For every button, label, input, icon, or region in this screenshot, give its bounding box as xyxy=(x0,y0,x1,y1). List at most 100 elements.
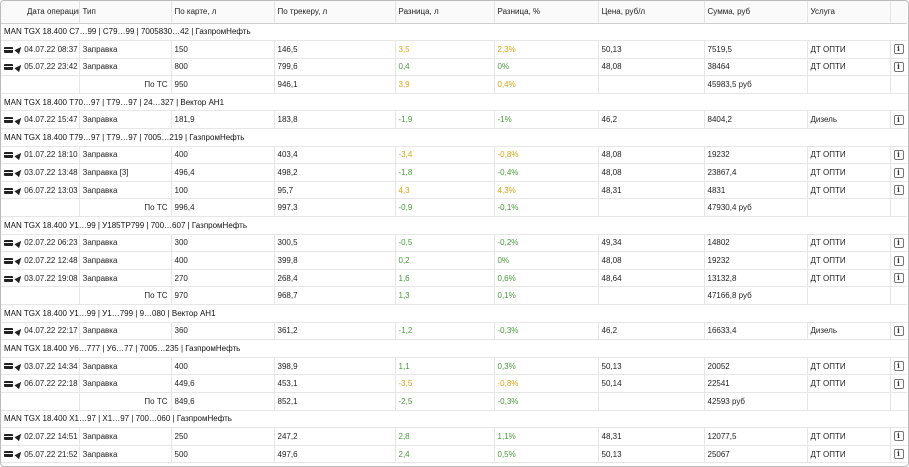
vehicle-group-row[interactable]: MAN TGX 18.400 У1…99 | У185ТР799 | 700…6… xyxy=(1,216,907,235)
card-liters: 300 xyxy=(170,234,274,253)
info-icon[interactable]: i xyxy=(893,237,904,248)
column-header-card-liters[interactable]: По карте, л xyxy=(170,1,274,24)
info-cell: i xyxy=(889,163,907,182)
operation-row[interactable]: 05.07.22 23:42 Заправка 800 799,6 0,4 0% 48,08… xyxy=(1,58,907,77)
navigation-arrow-icon[interactable] xyxy=(14,273,24,284)
info-icon[interactable]: i xyxy=(893,61,904,72)
operation-row[interactable]: 01.07.22 18:10 Заправка 400 403,4 -3,4 -0,8% 4… xyxy=(1,146,907,165)
diff-liters: 1,6 xyxy=(394,269,494,288)
diff-percent: -0,3% xyxy=(493,322,598,341)
total-diff-liters: 1,3 xyxy=(394,286,494,305)
diff-percent: 0% xyxy=(493,58,598,77)
navigation-arrow-icon[interactable] xyxy=(14,326,24,336)
navigation-arrow-icon[interactable] xyxy=(14,256,24,266)
card-liters: 400 xyxy=(170,146,274,165)
info-icon[interactable]: i xyxy=(893,44,904,55)
operation-date-cell: 04.07.22 22:17 xyxy=(1,322,79,341)
column-header-type[interactable]: Тип xyxy=(78,1,171,24)
operation-row[interactable]: 03.07.22 13:48 Заправка [3] 496,4 498,2 -1,8… xyxy=(1,163,907,182)
operation-sum: 7519,5 xyxy=(703,40,807,59)
navigation-arrow-icon[interactable] xyxy=(14,115,24,125)
navigation-arrow-icon[interactable] xyxy=(14,379,24,389)
table-body: MAN TGX 18.400 С7…99 | С79…99 | 7005830…… xyxy=(1,23,907,464)
operation-date: 05.07.22 21:52 xyxy=(24,449,78,459)
price-per-liter: 48,08 xyxy=(597,58,704,77)
operation-row[interactable]: 02.07.22 14:51 Заправка 250 247,2 2,8 1,1% 48,… xyxy=(1,427,907,446)
operation-sum: 14802 xyxy=(703,234,807,253)
navigation-arrow-icon[interactable] xyxy=(14,45,24,55)
info-icon[interactable]: i xyxy=(893,361,904,372)
navigation-arrow-icon[interactable] xyxy=(14,449,24,460)
column-header-tracker-liters[interactable]: По трекеру, л xyxy=(273,1,395,24)
diff-percent: 0,5% xyxy=(493,445,598,464)
column-header-date[interactable]: Дата операции xyxy=(1,1,79,24)
total-card-liters: 996,4 xyxy=(170,198,274,218)
info-icon[interactable]: i xyxy=(893,273,904,284)
operation-date-cell: 06.07.22 13:03 xyxy=(1,181,79,200)
operation-row[interactable]: 05.07.22 21:52 Заправка 500 497,6 2,4 0,5% 50,… xyxy=(1,445,907,464)
total-sum: 47930,4 руб xyxy=(703,198,807,218)
info-cell: i xyxy=(889,40,907,59)
info-cell: i xyxy=(889,322,907,341)
operation-sum: 13132,8 xyxy=(703,269,807,288)
tracker-liters: 399,8 xyxy=(273,251,395,270)
diff-percent: -0,2% xyxy=(493,234,598,253)
navigation-arrow-icon[interactable] xyxy=(14,150,24,160)
navigation-arrow-icon[interactable] xyxy=(14,168,24,178)
vehicle-group-row[interactable]: MAN TGX 18.400 Х1…97 | Х1…97 | 700…060 |… xyxy=(1,410,907,429)
column-header-diff-percent[interactable]: Разница, % xyxy=(493,1,598,24)
operation-row[interactable]: 02.07.22 12:48 Заправка 400 399,8 0,2 0% 48,08… xyxy=(1,251,907,270)
total-tracker-liters: 946,1 xyxy=(273,75,395,94)
operation-row[interactable]: 03.07.22 19:08 Заправка 270 268,4 1,6 0,6% 48,… xyxy=(1,269,907,288)
vehicle-group-row[interactable]: MAN TGX 18.400 У6…777 | У6…77 | 7005…235… xyxy=(1,339,907,358)
info-icon[interactable]: i xyxy=(893,114,904,125)
info-icon[interactable]: i xyxy=(893,431,904,442)
info-icon[interactable]: i xyxy=(893,449,904,460)
navigation-arrow-icon[interactable] xyxy=(14,361,24,372)
info-icon[interactable]: i xyxy=(893,185,904,196)
info-icon[interactable]: i xyxy=(893,378,904,389)
info-icon[interactable]: i xyxy=(893,325,904,336)
operation-row[interactable]: 04.07.22 22:17 Заправка 360 361,2 -1,2 -0,3% 4… xyxy=(1,322,907,341)
info-icon[interactable]: i xyxy=(893,255,904,266)
diff-percent: -0,8% xyxy=(493,374,598,393)
vehicle-group-row[interactable]: MAN TGX 18.400 Т70…97 | Т79…97 | 24…327 … xyxy=(1,93,907,112)
operation-date: 06.07.22 22:18 xyxy=(24,379,78,389)
vehicle-group-row[interactable]: MAN TGX 18.400 Т79…97 | Т79…97 | 7005…21… xyxy=(1,128,907,147)
column-header-diff-liters[interactable]: Разница, л xyxy=(394,1,494,24)
price-per-liter: 48,08 xyxy=(597,163,704,182)
operation-date-cell: 02.07.22 14:51 xyxy=(1,427,79,446)
operation-row[interactable]: 06.07.22 22:18 Заправка 449,6 453,1 -3,5 -0,8… xyxy=(1,374,907,393)
info-icon[interactable]: i xyxy=(893,167,904,178)
navigation-arrow-icon[interactable] xyxy=(14,185,24,196)
operation-row[interactable]: 06.07.22 13:03 Заправка 100 95,7 4,3 4,3% 48,3… xyxy=(1,181,907,200)
diff-percent: 2,3% xyxy=(493,40,598,59)
operation-row[interactable]: 03.07.22 14:34 Заправка 400 398,9 1,1 0,3% 50,… xyxy=(1,357,907,376)
total-diff-liters: 3,9 xyxy=(394,75,494,94)
operation-date-cell: 06.07.22 22:18 xyxy=(1,374,79,393)
diff-percent: 0,3% xyxy=(493,357,598,376)
operation-row[interactable]: 02.07.22 06:23 Заправка 300 300,5 -0,5 -0,2% 4… xyxy=(1,234,907,253)
operation-date: 02.07.22 14:51 xyxy=(24,431,78,441)
fuel-card-icon xyxy=(4,275,13,282)
operation-row[interactable]: 04.07.22 15:47 Заправка 181,9 183,8 -1,9 -1% 4… xyxy=(1,110,907,130)
total-tracker-liters: 968,7 xyxy=(273,286,395,305)
navigation-arrow-icon[interactable] xyxy=(14,238,24,248)
operation-date: 01.07.22 18:10 xyxy=(24,150,78,160)
navigation-arrow-icon[interactable] xyxy=(14,62,24,72)
operation-date-cell: 03.07.22 19:08 xyxy=(1,269,79,288)
operation-row[interactable]: 04.07.22 08:37 Заправка 150 146,5 3,5 2,3% 50,… xyxy=(1,40,907,59)
operation-date: 03.07.22 14:34 xyxy=(24,361,78,371)
vehicle-group-row[interactable]: MAN TGX 18.400 У1…99 | У1…799 | 9…080 | … xyxy=(1,304,907,323)
total-diff-percent: 0,1% xyxy=(493,286,598,305)
column-header-service[interactable]: Услуга xyxy=(806,1,890,24)
navigation-arrow-icon[interactable] xyxy=(14,432,24,442)
vehicle-group-row[interactable]: MAN TGX 18.400 С7…99 | С79…99 | 7005830…… xyxy=(1,23,907,42)
column-header-sum[interactable]: Сумма, руб xyxy=(703,1,807,24)
operation-type: Заправка xyxy=(78,146,171,165)
vehicle-group-title: MAN TGX 18.400 У1…99 | У1…799 | 9…080 | … xyxy=(1,304,907,323)
info-cell: i xyxy=(889,374,907,393)
info-icon[interactable]: i xyxy=(893,149,904,160)
column-header-price[interactable]: Цена, руб/л xyxy=(597,1,704,24)
total-card-liters: 849,6 xyxy=(170,392,274,411)
